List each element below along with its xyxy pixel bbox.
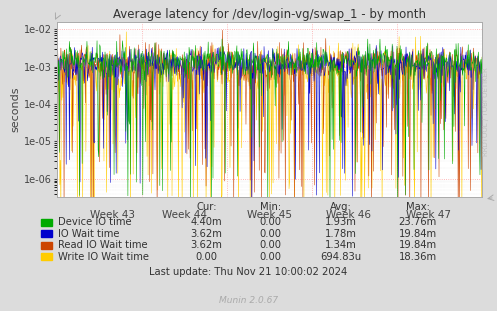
Text: Write IO Wait time: Write IO Wait time [58, 252, 149, 262]
Y-axis label: seconds: seconds [11, 87, 21, 132]
Text: 4.40m: 4.40m [190, 217, 222, 227]
Text: 0.00: 0.00 [260, 252, 282, 262]
Text: 0.00: 0.00 [260, 240, 282, 250]
Text: Munin 2.0.67: Munin 2.0.67 [219, 296, 278, 305]
Text: 0.00: 0.00 [195, 252, 217, 262]
Text: Week 46: Week 46 [326, 210, 371, 220]
Text: 3.62m: 3.62m [190, 240, 222, 250]
Text: Week 47: Week 47 [407, 210, 451, 220]
Text: 1.78m: 1.78m [325, 229, 356, 239]
Text: 3.62m: 3.62m [190, 229, 222, 239]
Text: Week 43: Week 43 [90, 210, 135, 220]
Text: Last update: Thu Nov 21 10:00:02 2024: Last update: Thu Nov 21 10:00:02 2024 [150, 267, 347, 277]
Text: 0.00: 0.00 [260, 217, 282, 227]
Text: Max:: Max: [406, 202, 429, 212]
Text: 23.76m: 23.76m [399, 217, 436, 227]
Text: 1.34m: 1.34m [325, 240, 356, 250]
Text: Avg:: Avg: [330, 202, 351, 212]
Text: Min:: Min: [260, 202, 281, 212]
Text: Read IO Wait time: Read IO Wait time [58, 240, 148, 250]
Text: 1.93m: 1.93m [325, 217, 356, 227]
Text: 18.36m: 18.36m [399, 252, 436, 262]
Text: IO Wait time: IO Wait time [58, 229, 120, 239]
Text: Week 45: Week 45 [247, 210, 292, 220]
Text: 19.84m: 19.84m [399, 229, 436, 239]
Text: 19.84m: 19.84m [399, 240, 436, 250]
Text: Device IO time: Device IO time [58, 217, 132, 227]
Text: Cur:: Cur: [196, 202, 217, 212]
Text: RRDTOOL / TOBI OETIKER: RRDTOOL / TOBI OETIKER [483, 67, 489, 156]
Text: Week 44: Week 44 [162, 210, 207, 220]
Text: 0.00: 0.00 [260, 229, 282, 239]
Text: 694.83u: 694.83u [320, 252, 361, 262]
Title: Average latency for /dev/login-vg/swap_1 - by month: Average latency for /dev/login-vg/swap_1… [113, 7, 426, 21]
